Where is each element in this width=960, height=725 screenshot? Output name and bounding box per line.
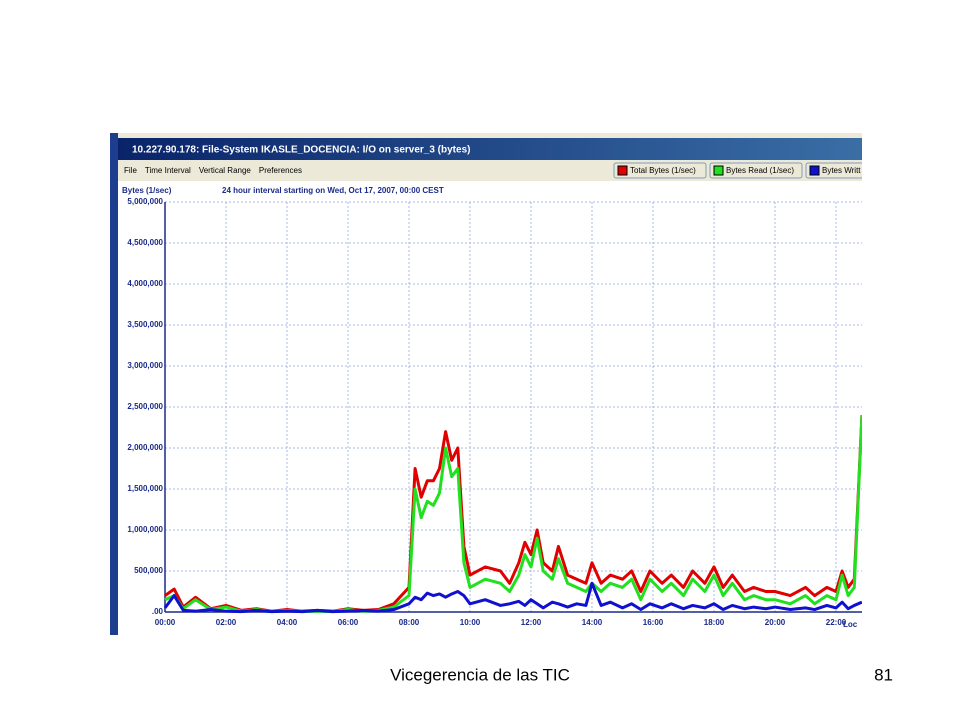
legend-swatch bbox=[809, 165, 820, 176]
footer-text: Vicegerencia de las TIC bbox=[390, 665, 570, 684]
x-tick-label: 22:00 bbox=[826, 618, 847, 627]
y-tick-label: .00 bbox=[152, 607, 164, 616]
x-tick-label: 02:00 bbox=[216, 618, 237, 627]
menu-item[interactable]: Time Interval bbox=[145, 166, 191, 175]
y-tick-label: 500,000 bbox=[134, 566, 163, 575]
title-bar bbox=[118, 138, 862, 160]
legend-label: Bytes Read (1/sec) bbox=[726, 166, 794, 175]
legend-swatch bbox=[713, 165, 724, 176]
x-tick-label: 10:00 bbox=[460, 618, 481, 627]
y-tick-label: 3,000,000 bbox=[127, 361, 163, 370]
x-tick-label: 14:00 bbox=[582, 618, 603, 627]
legend-label: Bytes Writt bbox=[822, 166, 861, 175]
x-tick-label: 18:00 bbox=[704, 618, 725, 627]
y-tick-label: 2,000,000 bbox=[127, 443, 163, 452]
window: 10.227.90.178: File-System IKASLE_DOCENC… bbox=[110, 133, 866, 635]
y-axis-label: Bytes (1/sec) bbox=[122, 186, 172, 195]
legend: Total Bytes (1/sec) Bytes Read (1/sec) Byt… bbox=[613, 162, 866, 179]
legend-button[interactable] bbox=[805, 162, 866, 179]
y-tick-label: 1,500,000 bbox=[127, 484, 163, 493]
status-text: Loc bbox=[843, 620, 858, 629]
legend-label: Total Bytes (1/sec) bbox=[630, 166, 696, 175]
window-title: 10.227.90.178: File-System IKASLE_DOCENC… bbox=[132, 145, 470, 156]
y-tick-label: 4,500,000 bbox=[127, 238, 163, 247]
chart-title: 24 hour interval starting on Wed, Oct 17… bbox=[222, 186, 444, 195]
x-tick-label: 12:00 bbox=[521, 618, 542, 627]
menu-item[interactable]: Vertical Range bbox=[199, 166, 252, 175]
window-border bbox=[110, 133, 118, 635]
plot: .00 500,000 1,000,000 1,500,000 2,000,000 2,5… bbox=[127, 197, 862, 627]
x-tick-label: 00:00 bbox=[155, 618, 176, 627]
x-tick-label: 20:00 bbox=[765, 618, 786, 627]
menu-item[interactable]: File bbox=[124, 166, 137, 175]
page-number: 81 bbox=[874, 665, 893, 684]
y-tick-label: 3,500,000 bbox=[127, 320, 163, 329]
x-tick-label: 08:00 bbox=[399, 618, 420, 627]
legend-button[interactable] bbox=[613, 162, 707, 179]
menu-bar: File Time Interval Vertical Range Preferenc… bbox=[124, 166, 302, 175]
data-line bbox=[163, 581, 862, 614]
x-tick-label: 16:00 bbox=[643, 618, 664, 627]
y-tick-label: 5,000,000 bbox=[127, 197, 163, 206]
chart-panel bbox=[118, 181, 862, 635]
y-tick-label: 1,000,000 bbox=[127, 525, 163, 534]
menu-item[interactable]: Preferences bbox=[259, 166, 302, 175]
legend-swatch bbox=[617, 165, 628, 176]
x-tick-label: 04:00 bbox=[277, 618, 298, 627]
x-tick-label: 06:00 bbox=[338, 618, 359, 627]
legend-button[interactable] bbox=[709, 162, 803, 179]
y-tick-label: 4,000,000 bbox=[127, 279, 163, 288]
y-tick-label: 2,500,000 bbox=[127, 402, 163, 411]
